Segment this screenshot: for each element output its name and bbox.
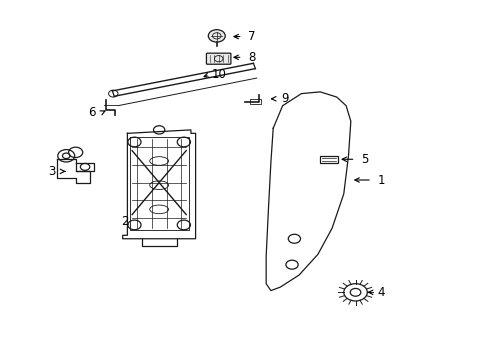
FancyBboxPatch shape (206, 53, 231, 64)
Text: 7: 7 (248, 30, 256, 43)
Text: 5: 5 (361, 153, 368, 166)
Circle shape (208, 30, 225, 42)
Text: 10: 10 (212, 68, 226, 81)
Text: 1: 1 (378, 174, 385, 186)
Text: 2: 2 (122, 215, 129, 228)
Text: 6: 6 (88, 106, 96, 119)
Text: 4: 4 (378, 286, 385, 299)
Text: 9: 9 (281, 92, 289, 105)
Text: 3: 3 (49, 165, 56, 178)
Text: 8: 8 (248, 51, 256, 64)
